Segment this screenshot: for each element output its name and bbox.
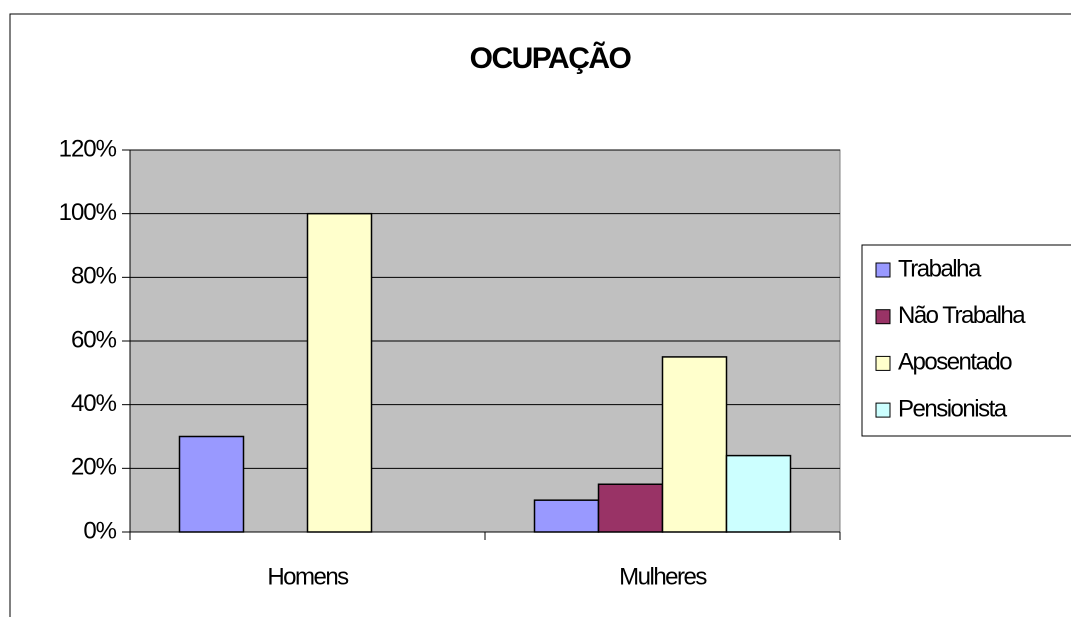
legend-swatch (875, 402, 891, 418)
legend-label: Trabalha (898, 255, 982, 282)
legend-label: Pensionista (898, 395, 1008, 422)
chart-title: OCUPAÇÃO (470, 41, 632, 75)
bar (306, 212, 373, 533)
legend-label: Aposentado (898, 349, 1012, 376)
y-tick-label: 120% (59, 135, 117, 162)
legend-box (861, 244, 1071, 437)
legend-swatch (875, 355, 891, 371)
y-tick-label: 0% (83, 517, 116, 544)
legend-swatch (875, 309, 891, 325)
y-tick-label: 80% (71, 263, 117, 290)
bar (725, 454, 792, 533)
y-tick-label: 60% (71, 326, 117, 353)
bar (597, 483, 664, 533)
x-tick-label: Mulheres (619, 563, 707, 590)
bar (661, 356, 728, 533)
bar (533, 499, 600, 533)
legend-label: Não Trabalha (898, 302, 1026, 329)
bar (178, 435, 245, 533)
x-tick-label: Homens (267, 563, 349, 590)
y-tick-label: 40% (71, 390, 117, 417)
y-tick-label: 20% (71, 454, 117, 481)
y-tick-label: 100% (59, 199, 117, 226)
legend-swatch (875, 262, 891, 278)
